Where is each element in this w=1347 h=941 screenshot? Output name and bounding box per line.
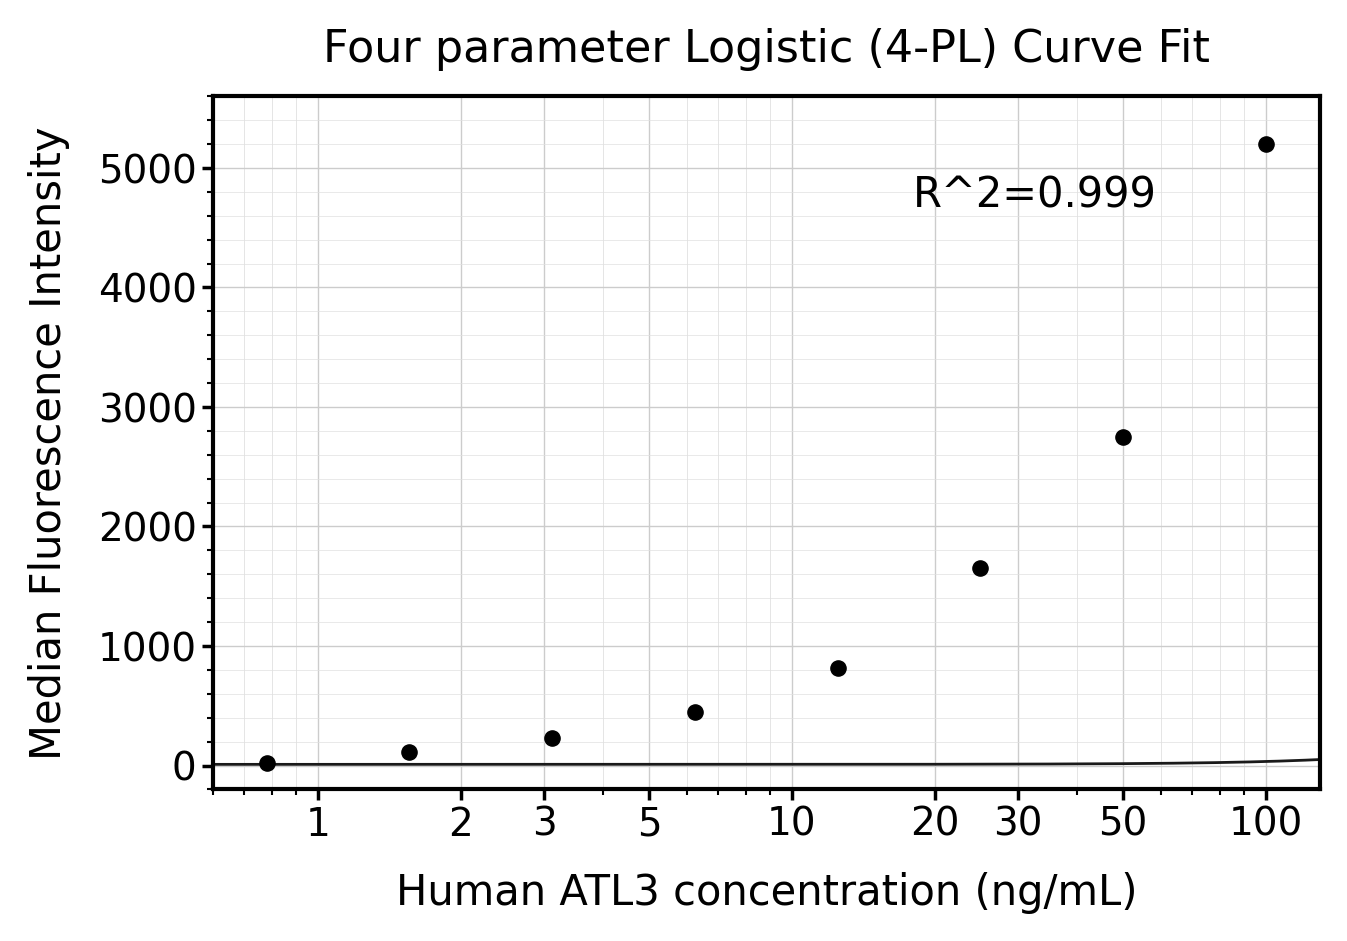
Point	[541, 730, 563, 745]
Point	[256, 756, 277, 771]
Point	[970, 561, 991, 576]
Point	[827, 661, 849, 676]
Y-axis label: Median Fluorescence Intensity: Median Fluorescence Intensity	[28, 126, 70, 759]
Point	[1254, 136, 1276, 152]
Title: Four parameter Logistic (4-PL) Curve Fit: Four parameter Logistic (4-PL) Curve Fit	[322, 28, 1210, 71]
X-axis label: Human ATL3 concentration (ng/mL): Human ATL3 concentration (ng/mL)	[395, 871, 1137, 913]
Text: R^2=0.999: R^2=0.999	[912, 174, 1156, 216]
Point	[1111, 429, 1133, 444]
Point	[684, 704, 706, 719]
Point	[399, 745, 420, 760]
